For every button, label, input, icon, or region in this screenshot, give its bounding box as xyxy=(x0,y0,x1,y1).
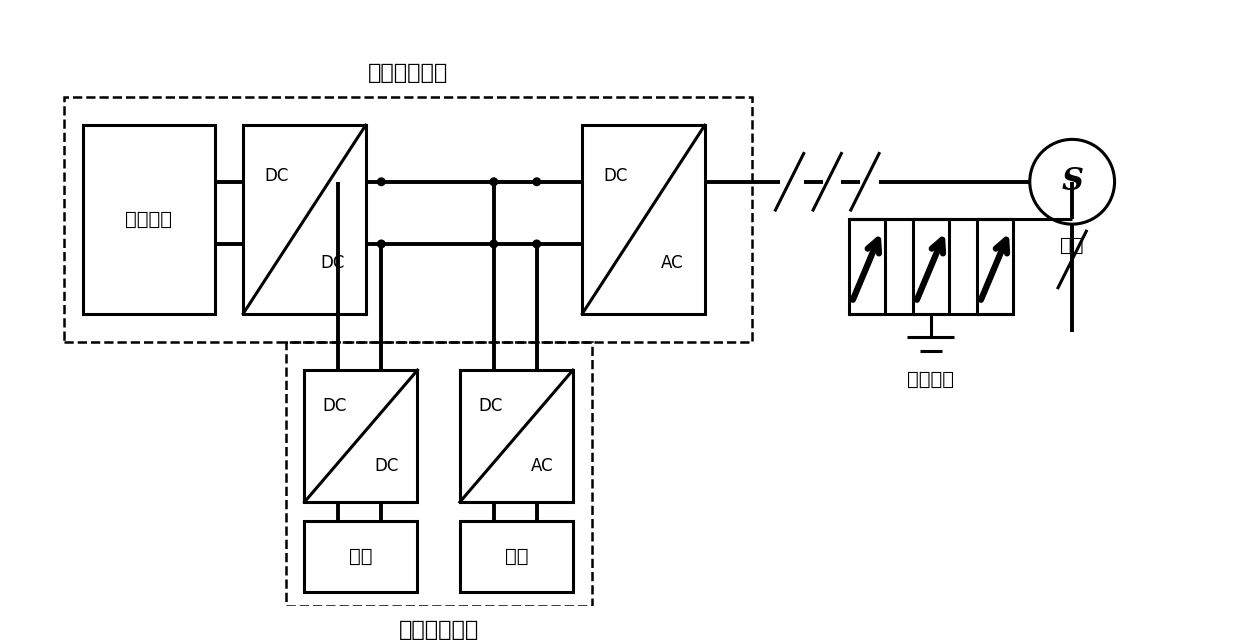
Text: AC: AC xyxy=(661,254,683,272)
Text: AC: AC xyxy=(531,458,554,476)
Text: 飞轮: 飞轮 xyxy=(505,547,528,566)
Bar xyxy=(913,220,949,314)
Text: DC: DC xyxy=(322,397,347,415)
Bar xyxy=(460,370,573,502)
Circle shape xyxy=(377,240,386,248)
Text: DC: DC xyxy=(479,397,502,415)
Text: 电池: 电池 xyxy=(350,547,373,566)
Circle shape xyxy=(533,240,541,248)
Circle shape xyxy=(533,178,541,186)
Bar xyxy=(83,125,215,314)
Bar xyxy=(977,220,1013,314)
Text: 光伏发电系统: 光伏发电系统 xyxy=(368,63,448,83)
Text: 混合储能系统: 混合储能系统 xyxy=(398,620,479,640)
Text: S: S xyxy=(1061,166,1084,197)
Circle shape xyxy=(377,178,386,186)
Bar xyxy=(243,125,366,314)
Circle shape xyxy=(335,178,342,186)
Text: DC: DC xyxy=(264,167,289,185)
Text: 电网: 电网 xyxy=(1060,236,1084,255)
Circle shape xyxy=(1029,140,1115,224)
Text: DC: DC xyxy=(320,254,345,272)
Bar xyxy=(64,97,751,342)
Bar xyxy=(849,220,884,314)
Text: DC: DC xyxy=(603,167,627,185)
Bar xyxy=(305,370,418,502)
Bar xyxy=(583,125,704,314)
Bar xyxy=(460,521,573,591)
Circle shape xyxy=(490,178,497,186)
Text: 光伏电站: 光伏电站 xyxy=(125,210,172,229)
Circle shape xyxy=(490,240,497,248)
Text: 用户负载: 用户负载 xyxy=(908,370,955,389)
Bar xyxy=(285,342,591,605)
Bar xyxy=(305,521,418,591)
Text: DC: DC xyxy=(374,458,399,476)
Circle shape xyxy=(335,240,342,248)
